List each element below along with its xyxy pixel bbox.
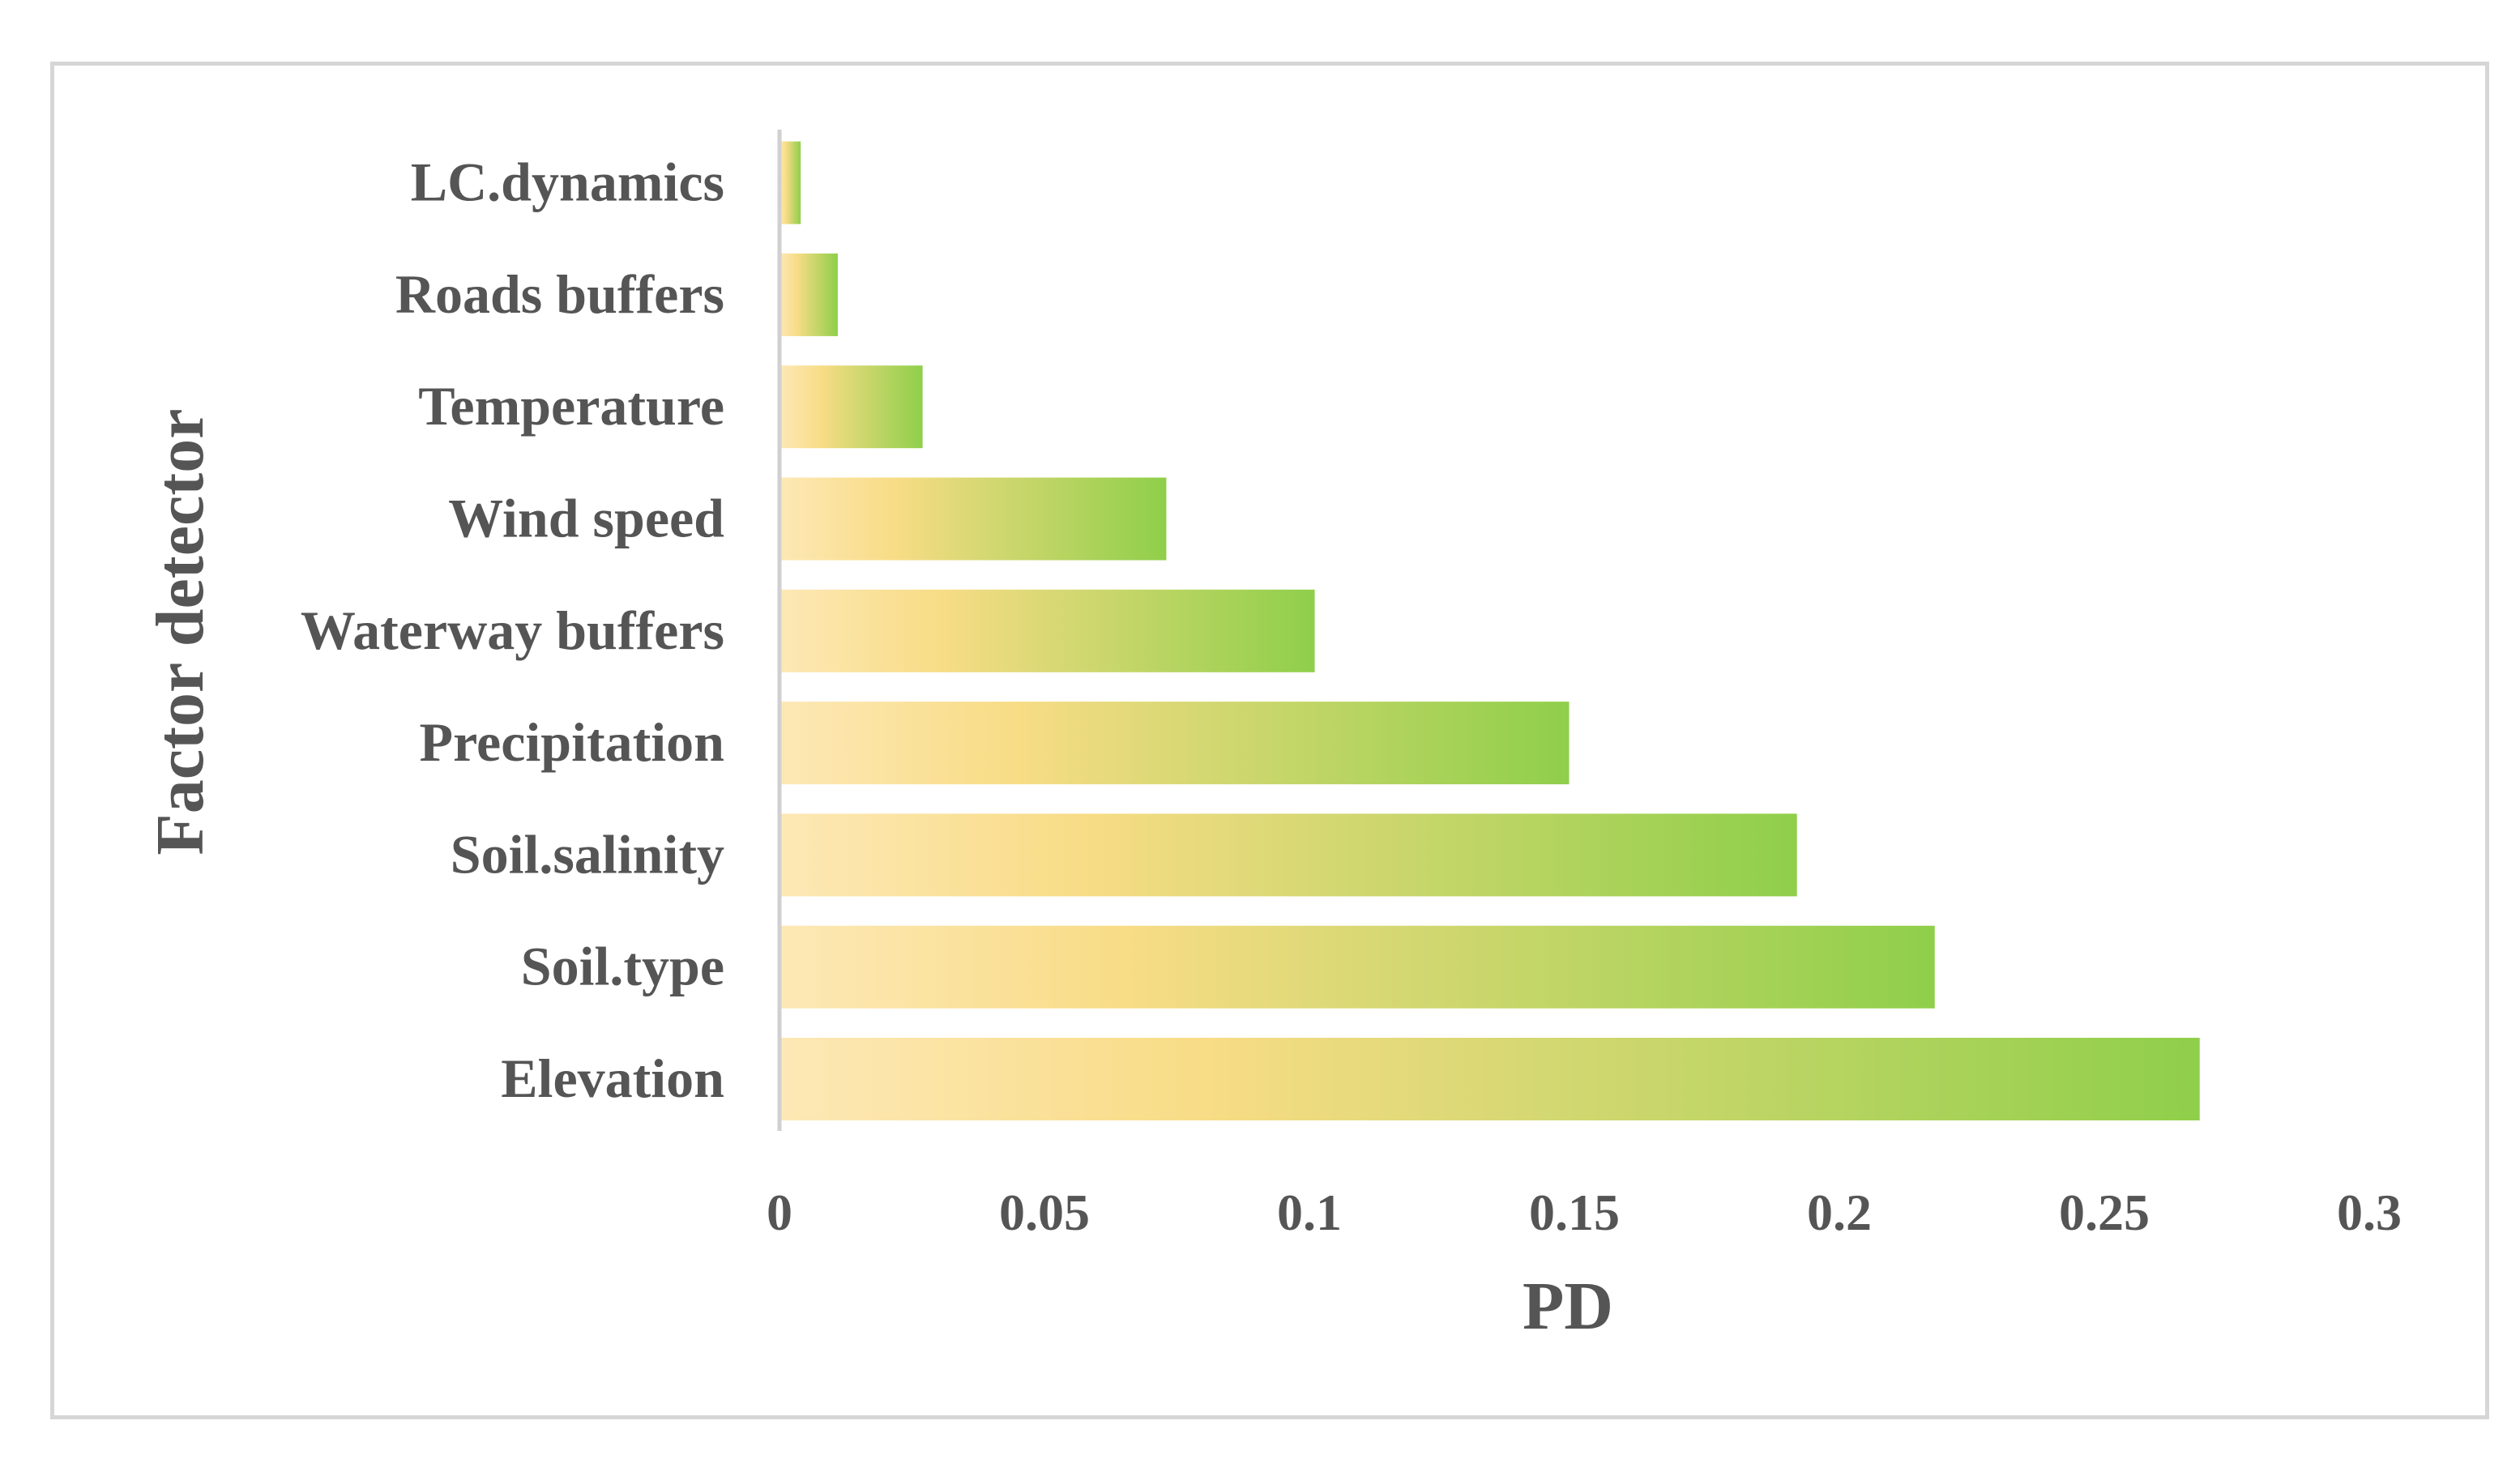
x-tick-label: 0.15 xyxy=(1529,1184,1620,1241)
bar-precipitation xyxy=(779,702,1570,785)
bar-roads-buffers xyxy=(779,253,838,336)
y-axis-title: Factor detector xyxy=(143,408,218,855)
bars-layer xyxy=(779,141,2200,1120)
category-label: Soil.salinity xyxy=(451,823,724,885)
category-label: Temperature xyxy=(418,375,724,437)
x-tick-label: 0.05 xyxy=(999,1184,1090,1241)
bar-soil-type xyxy=(779,925,1935,1009)
x-tick-labels: 0 0.05 0.1 0.15 0.2 0.25 0.3 xyxy=(767,1184,2402,1241)
x-tick-label: 0.1 xyxy=(1277,1184,1342,1241)
category-label: Soil.type xyxy=(521,936,724,997)
x-tick-label: 0.2 xyxy=(1807,1184,1872,1241)
category-label: Wind speed xyxy=(448,488,724,549)
bar-soil-salinity xyxy=(779,813,1797,897)
bar-wind-speed xyxy=(779,477,1167,561)
x-tick-label: 0.25 xyxy=(2059,1184,2150,1241)
bar-lc-dynamics xyxy=(779,141,801,224)
category-label: Waterway buffers xyxy=(301,599,724,661)
bar-temperature xyxy=(779,365,923,449)
x-tick-label: 0 xyxy=(767,1184,792,1241)
bar-elevation xyxy=(779,1038,2200,1120)
category-label: Elevation xyxy=(501,1047,724,1109)
category-labels: Elevation Soil.type Soil.salinity Precipita… xyxy=(301,151,724,1109)
category-label: Precipitation xyxy=(420,711,724,773)
category-label: Roads buffers xyxy=(395,263,724,325)
category-label: LC.dynamics xyxy=(411,151,724,213)
x-tick-label: 0.3 xyxy=(2337,1184,2402,1241)
x-axis-title: PD xyxy=(1523,1269,1613,1344)
bar-waterway-buffers xyxy=(779,589,1315,672)
